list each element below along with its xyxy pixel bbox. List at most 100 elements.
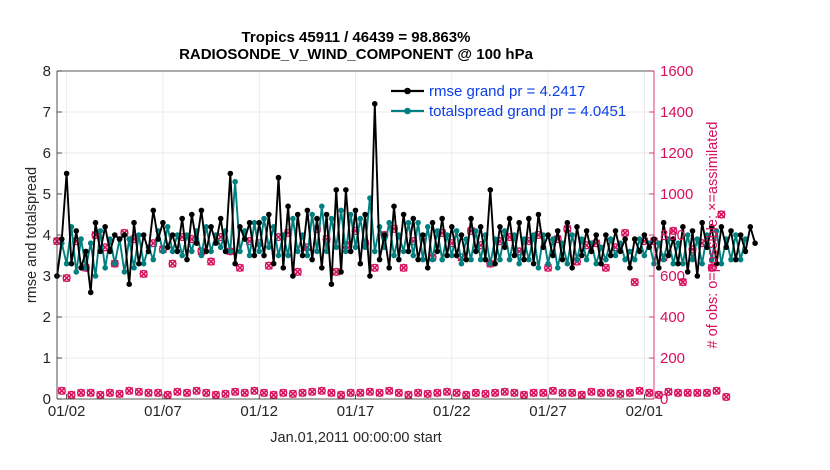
point-rmse	[203, 248, 210, 255]
obs-marker	[601, 263, 610, 272]
point-totalspread	[97, 228, 104, 234]
y-tick-right-label: 1600	[660, 63, 693, 80]
point-rmse	[338, 269, 344, 275]
point-totalspread	[323, 248, 330, 255]
point-totalspread	[718, 260, 725, 267]
point-totalspread	[656, 240, 662, 246]
point-rmse	[636, 248, 643, 255]
point-rmse	[266, 211, 272, 218]
point-totalspread	[535, 265, 542, 271]
obs-marker	[548, 386, 557, 395]
point-rmse	[545, 232, 551, 238]
y-tick-right-label: 200	[660, 350, 685, 367]
point-rmse	[222, 248, 229, 255]
point-rmse	[742, 248, 749, 255]
point-rmse	[675, 260, 681, 267]
y-tick-left-label: 6	[43, 145, 51, 162]
point-totalspread	[217, 244, 224, 251]
y-tick-right-label: 1000	[660, 186, 693, 203]
obs-marker	[86, 388, 95, 397]
point-rmse	[318, 265, 325, 271]
obs-marker	[625, 388, 635, 397]
point-rmse	[179, 215, 185, 222]
point-totalspread	[275, 252, 282, 259]
y-ticks-left: 0 1 2 3 4 5 6 7 8	[43, 63, 62, 408]
point-rmse	[694, 273, 701, 279]
point-totalspread	[680, 260, 686, 267]
point-rmse	[116, 236, 123, 242]
point-rmse	[290, 273, 296, 279]
point-rmse	[747, 224, 754, 230]
point-totalspread	[545, 260, 551, 267]
obs-marker	[375, 388, 384, 397]
point-rmse	[453, 252, 460, 259]
point-rmse	[708, 224, 715, 230]
y-tick-left-label: 7	[43, 104, 51, 121]
obs-marker	[327, 388, 336, 397]
point-totalspread	[684, 232, 691, 238]
obs-marker	[288, 389, 298, 398]
point-rmse	[78, 265, 84, 271]
obs-marker	[134, 387, 143, 396]
obs-marker	[168, 259, 177, 268]
point-rmse	[391, 203, 397, 210]
obs-marker	[206, 257, 216, 266]
point-rmse	[328, 281, 335, 288]
point-rmse	[704, 244, 710, 251]
point-totalspread	[352, 244, 359, 251]
point-totalspread	[203, 224, 210, 230]
point-rmse	[420, 232, 426, 238]
point-totalspread	[386, 219, 393, 226]
obs-marker	[606, 388, 615, 397]
obs-marker	[399, 263, 408, 272]
obs-marker	[471, 388, 480, 397]
point-rmse	[497, 224, 503, 230]
point-totalspread	[429, 256, 436, 263]
point-rmse	[198, 207, 205, 214]
point-rmse	[752, 240, 758, 246]
point-rmse	[612, 228, 619, 234]
point-totalspread	[189, 248, 195, 255]
obs-marker	[125, 386, 134, 395]
point-totalspread	[593, 260, 600, 267]
point-totalspread	[708, 256, 715, 263]
point-rmse	[521, 256, 527, 263]
y-tick-right-label: 0	[660, 391, 668, 408]
obs-marker	[404, 390, 413, 400]
point-rmse	[87, 289, 94, 296]
obs-marker	[712, 386, 721, 395]
point-rmse	[294, 211, 301, 218]
point-rmse	[362, 211, 368, 218]
point-totalspread	[583, 256, 590, 263]
point-rmse	[516, 219, 522, 226]
point-totalspread	[140, 260, 147, 267]
point-totalspread	[160, 248, 166, 255]
point-totalspread	[131, 265, 137, 271]
y-tick-left-label: 2	[43, 309, 51, 326]
point-totalspread	[102, 265, 108, 271]
point-rmse	[189, 211, 195, 218]
obs-marker	[481, 389, 490, 398]
point-totalspread	[410, 252, 417, 259]
x-tick-label: 01/27	[529, 403, 567, 420]
point-rmse	[448, 224, 455, 230]
point-rmse	[492, 260, 498, 267]
point-totalspread	[699, 260, 705, 267]
point-rmse	[333, 187, 340, 193]
obs-marker	[235, 263, 245, 272]
point-rmse	[213, 240, 219, 246]
point-rmse	[121, 232, 128, 238]
obs-marker	[635, 386, 644, 395]
obs-marker	[182, 388, 192, 397]
point-totalspread	[448, 252, 455, 259]
legend: rmse grand pr = 4.2417 totalspread grand…	[391, 83, 626, 120]
point-totalspread	[290, 215, 296, 222]
point-rmse	[145, 248, 152, 255]
point-rmse	[670, 236, 677, 242]
point-totalspread	[636, 236, 643, 242]
obs-marker	[259, 388, 269, 397]
point-rmse	[357, 260, 364, 267]
point-rmse	[270, 260, 277, 267]
obs-marker	[76, 388, 86, 397]
point-rmse	[396, 256, 402, 263]
